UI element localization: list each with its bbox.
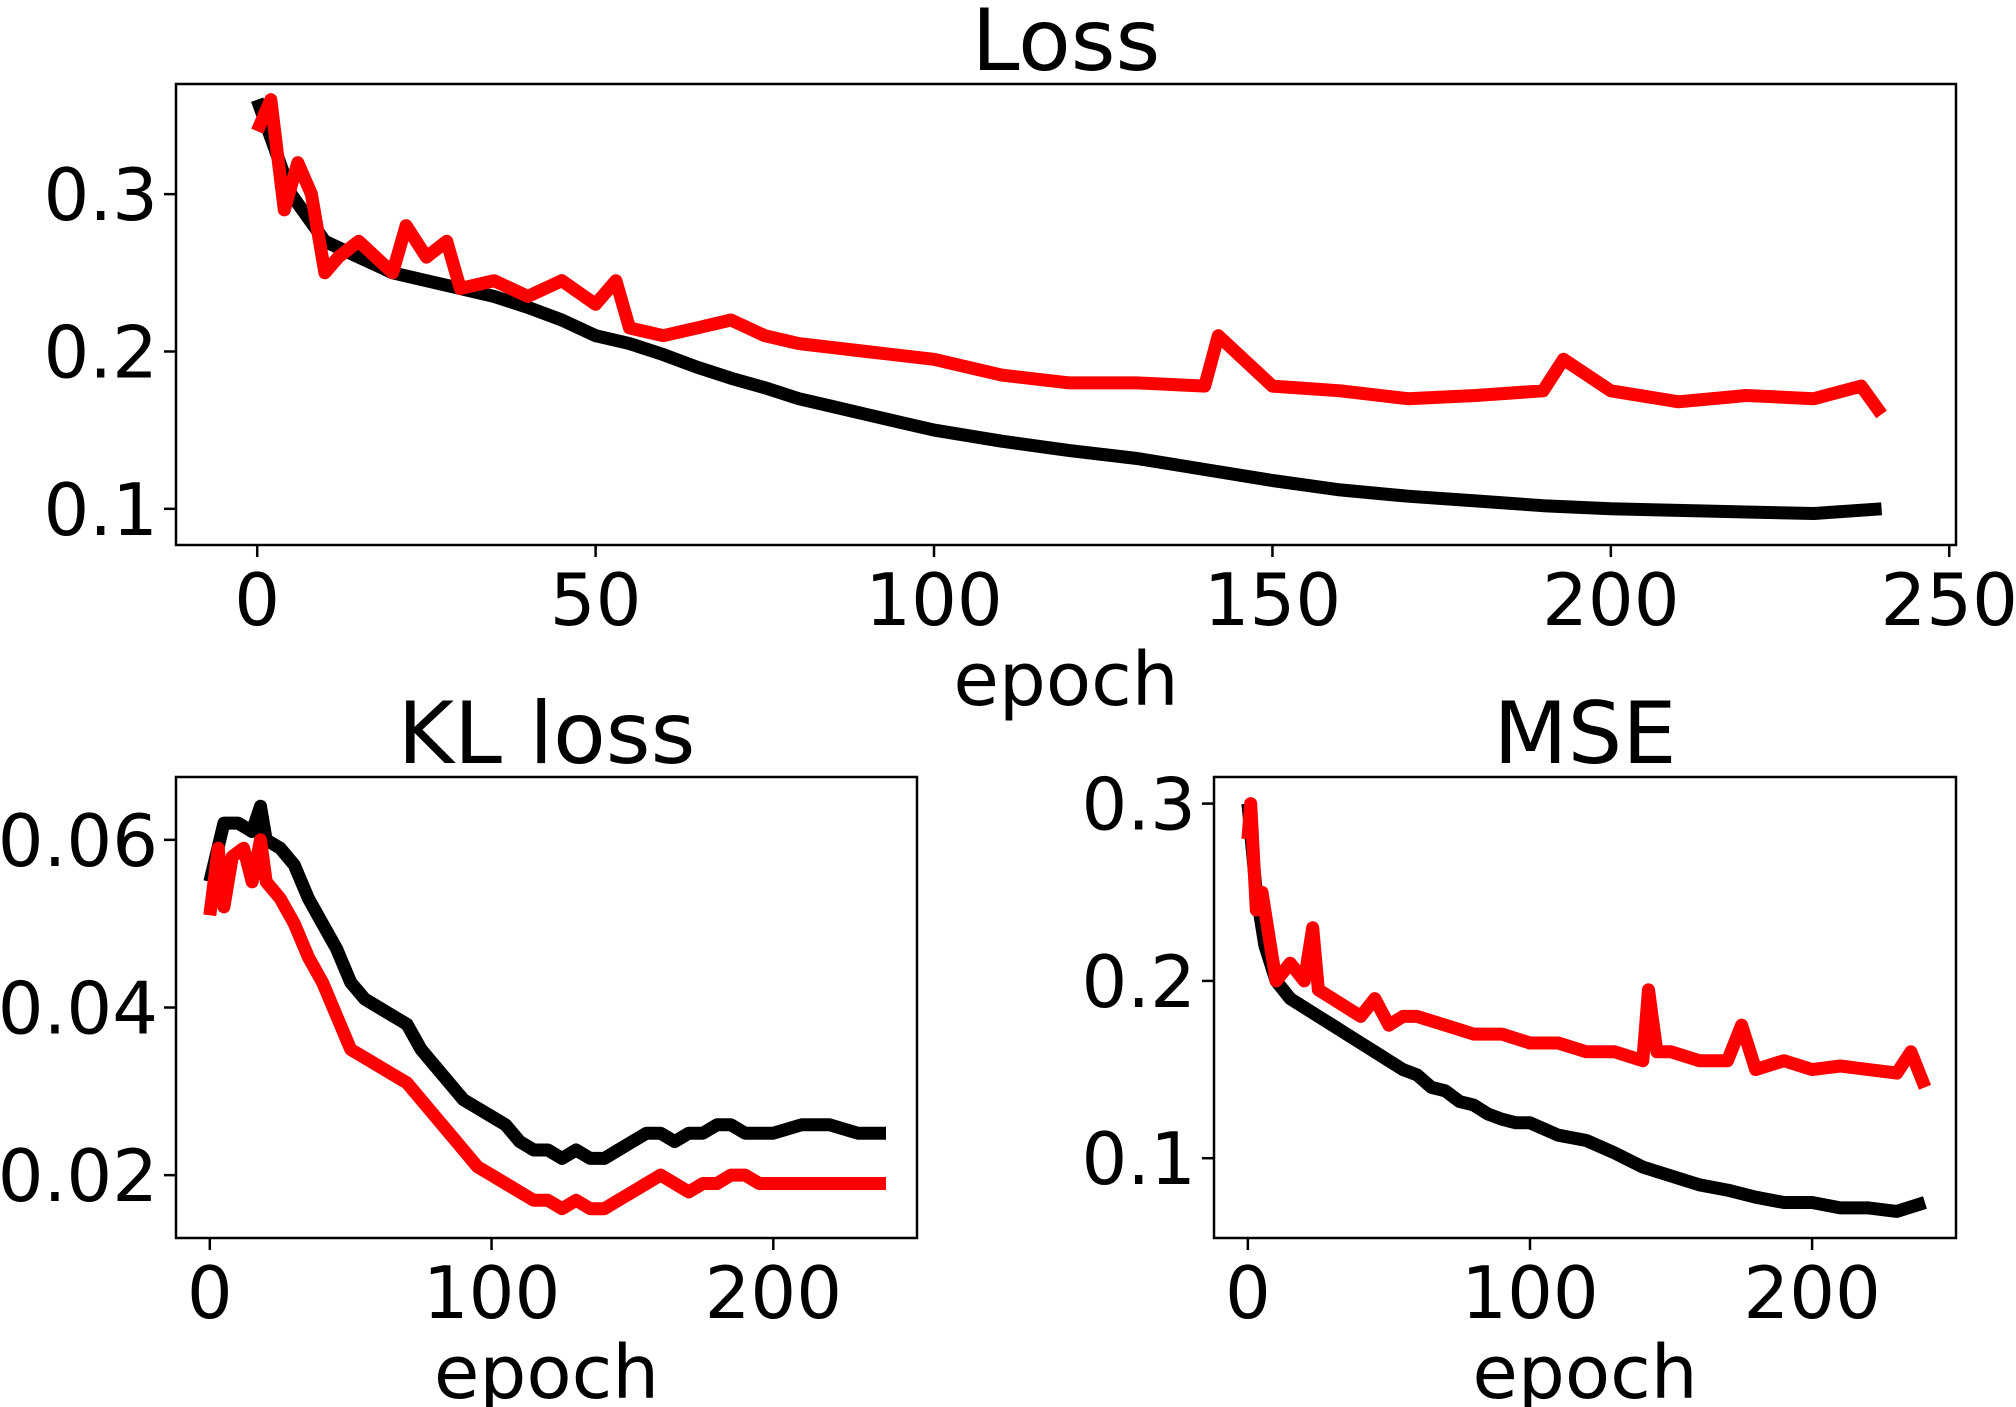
kl-loss-ytick-label: 0.04 bbox=[0, 967, 158, 1051]
loss-xtick-label: 250 bbox=[1881, 558, 2016, 642]
loss-title: Loss bbox=[972, 0, 1161, 91]
loss-ytick-label: 0.2 bbox=[43, 310, 158, 394]
mse-panel: MSE 0 100 200 0.1 0.2 0.3 epoch bbox=[1081, 684, 1958, 1407]
mse-title: MSE bbox=[1493, 684, 1676, 784]
loss-series-red-line bbox=[251, 93, 1887, 419]
kl-loss-xtick-label: 100 bbox=[423, 1251, 560, 1335]
loss-xtick-label: 100 bbox=[865, 558, 1002, 642]
kl-loss-panel: KL loss 0 100 200 0.02 0.04 0.06 epoch bbox=[0, 684, 919, 1407]
kl-loss-title: KL loss bbox=[398, 684, 696, 784]
mse-series-black-line bbox=[1241, 802, 1927, 1218]
loss-ytick-label: 0.1 bbox=[43, 468, 158, 552]
loss-xtick-label: 50 bbox=[550, 558, 642, 642]
kl-loss-axes-frame bbox=[174, 775, 919, 1240]
loss-series-black-line bbox=[251, 97, 1883, 520]
mse-xtick-label: 100 bbox=[1461, 1251, 1598, 1335]
mse-ytick-label: 0.1 bbox=[1081, 1117, 1196, 1201]
mse-xtick-label: 200 bbox=[1743, 1251, 1880, 1335]
loss-ytick-label: 0.3 bbox=[43, 153, 158, 237]
loss-xaxis-label: epoch bbox=[953, 637, 1178, 723]
loss-xtick-label: 200 bbox=[1542, 558, 1679, 642]
kl-loss-ytick-label: 0.06 bbox=[0, 799, 158, 883]
mse-ytick-label: 0.3 bbox=[1081, 763, 1196, 847]
kl-loss-xtick-label: 0 bbox=[187, 1251, 233, 1335]
kl-loss-series-black-line bbox=[203, 799, 886, 1165]
kl-loss-xaxis-label: epoch bbox=[434, 1330, 659, 1407]
loss-panel: Loss 0 50 100 150 200 250 0.1 0.2 0.3 epoch bbox=[43, 0, 2016, 723]
kl-loss-ytick-label: 0.02 bbox=[0, 1134, 158, 1218]
loss-xtick-label: 150 bbox=[1204, 558, 1341, 642]
loss-xtick-label: 0 bbox=[234, 558, 280, 642]
loss-axes-frame bbox=[174, 82, 1958, 547]
mse-axes-frame bbox=[1212, 775, 1958, 1240]
kl-loss-xtick-label: 200 bbox=[705, 1251, 842, 1335]
mse-xaxis-label: epoch bbox=[1472, 1330, 1697, 1407]
mse-xtick-label: 0 bbox=[1225, 1251, 1271, 1335]
mse-series-red-line bbox=[1241, 797, 1932, 1090]
kl-loss-series-red-line bbox=[203, 833, 886, 1216]
mse-ytick-label: 0.2 bbox=[1081, 940, 1196, 1024]
